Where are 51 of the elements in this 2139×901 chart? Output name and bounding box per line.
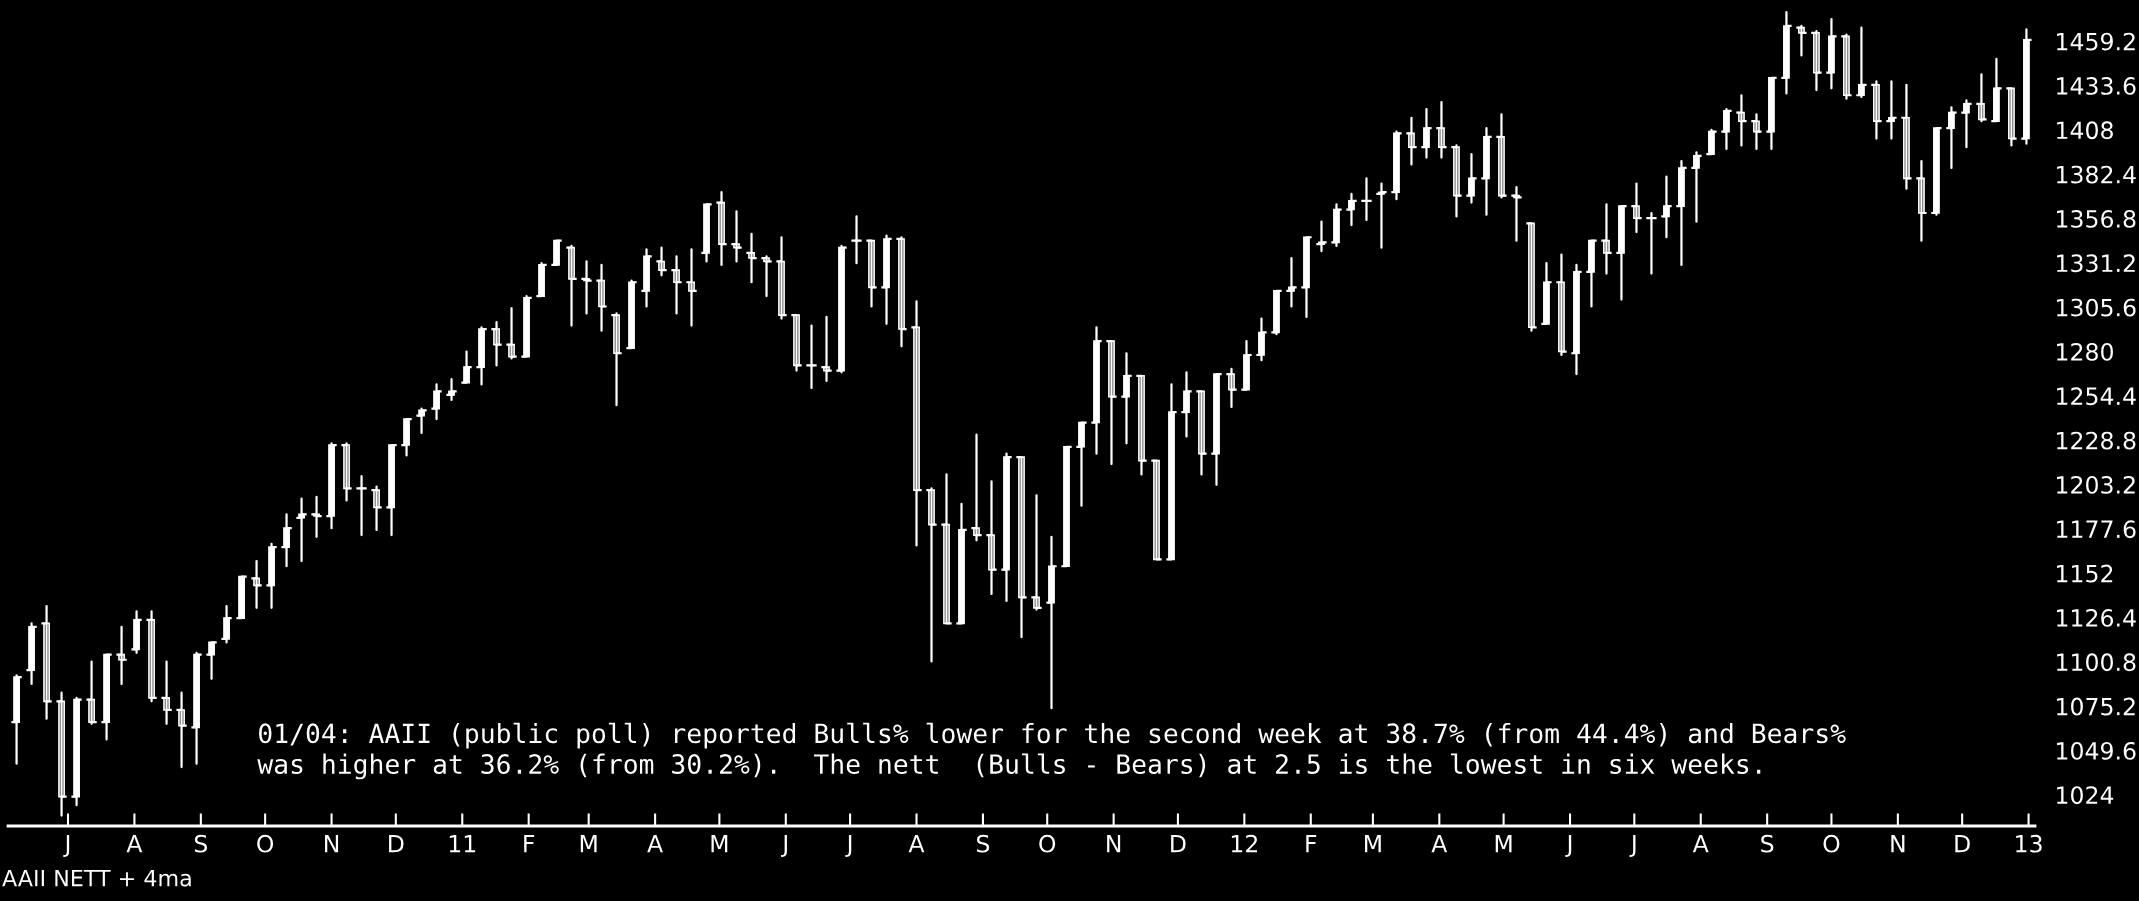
x-tick-label: A — [908, 835, 925, 853]
y-tick-label: 1433.6 — [2057, 76, 2136, 95]
x-tick-label: 13 — [2016, 834, 2042, 853]
x-tick-label: N — [1891, 835, 1905, 853]
x-tick-label: J — [1565, 835, 1572, 857]
x-tick-label: D — [389, 835, 404, 853]
y-tick-label: 1049.6 — [2057, 741, 2136, 760]
y-tick-label: 1331.2 — [2057, 254, 2135, 273]
y-tick-label: 1152 — [2057, 564, 2113, 583]
x-tick-label: S — [976, 834, 990, 853]
x-tick-label: M — [1495, 835, 1512, 853]
x-tick-label: F — [524, 835, 535, 853]
y-tick-label: 1254.4 — [2057, 387, 2136, 406]
y-tick-label: 1305.6 — [2057, 298, 2136, 317]
x-tick-label: S — [194, 834, 208, 853]
y-tick-label: 1100.8 — [2057, 653, 2136, 672]
y-tick-label: 1459.2 — [2057, 32, 2135, 51]
x-tick-label: J — [781, 835, 787, 857]
y-tick-label: 1075.2 — [2057, 697, 2135, 716]
y-tick-label: 1408 — [2057, 121, 2113, 140]
y-tick-label: 1280 — [2057, 342, 2113, 361]
x-tick-label: 12 — [1231, 834, 1257, 853]
x-tick-label: O — [257, 834, 274, 853]
x-tick-label: M — [711, 835, 728, 853]
x-tick-label: M — [1365, 835, 1381, 853]
x-tick-label: 11 — [449, 835, 476, 853]
x-tick-label: O — [1823, 834, 1840, 853]
y-tick-label: 1356.8 — [2057, 209, 2136, 228]
x-tick-label: M — [580, 835, 597, 853]
x-tick-label: N — [1107, 835, 1121, 853]
annotation: 01/04: AAII (public poll) reported Bulls% lower for the second week at 38.7% (from 44.4%) and Bears% was higher at 36.2% (from 30.2%). The nett (Bulls - Bears) at 2.5 is the lowest in six weeks. — [257, 722, 1846, 780]
y-tick-label: 1126.4 — [2057, 608, 2136, 627]
x-tick-label: F — [1306, 835, 1317, 853]
text: AAII NETT + 4ma — [2, 869, 191, 887]
x-tick-label: D — [1955, 835, 1970, 853]
y-tick-label: 1203.2 — [2057, 475, 2135, 494]
x-tick-label: O — [1039, 834, 1056, 853]
x-tick-label: N — [325, 835, 339, 853]
x-tick-label: A — [126, 835, 143, 853]
x-tick-label: J — [1629, 835, 1636, 857]
y-tick-label: 1024 — [2057, 786, 2114, 805]
y-tick-label: 1382.4 — [2057, 165, 2136, 184]
x-tick-label: S — [1761, 834, 1774, 853]
y-tick-label: 1228.8 — [2057, 431, 2136, 450]
x-tick-label: A — [647, 835, 663, 853]
x-tick-label: A — [1692, 835, 1709, 853]
x-tick-label: A — [1431, 835, 1448, 853]
x-tick-label: J — [63, 835, 70, 857]
x-tick-label: J — [845, 835, 852, 857]
x-tick-label: D — [1171, 835, 1186, 853]
y-tick-label: 1177.6 — [2057, 520, 2136, 539]
